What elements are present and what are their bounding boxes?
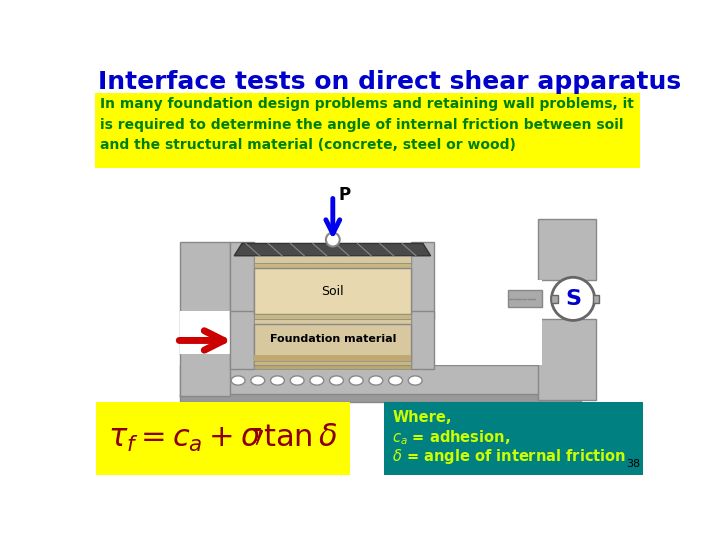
FancyBboxPatch shape bbox=[593, 295, 599, 303]
Ellipse shape bbox=[330, 376, 343, 385]
Text: Where,: Where, bbox=[392, 410, 451, 425]
FancyBboxPatch shape bbox=[253, 323, 411, 366]
Text: S: S bbox=[565, 289, 581, 309]
FancyBboxPatch shape bbox=[539, 319, 596, 400]
FancyBboxPatch shape bbox=[180, 394, 581, 402]
FancyBboxPatch shape bbox=[253, 256, 411, 264]
Ellipse shape bbox=[389, 376, 402, 385]
Text: Interface tests on direct shear apparatus: Interface tests on direct shear apparatu… bbox=[98, 70, 681, 94]
FancyBboxPatch shape bbox=[253, 314, 411, 319]
FancyBboxPatch shape bbox=[253, 268, 411, 314]
Ellipse shape bbox=[290, 376, 304, 385]
FancyBboxPatch shape bbox=[180, 311, 230, 354]
FancyBboxPatch shape bbox=[253, 355, 411, 361]
FancyBboxPatch shape bbox=[230, 242, 253, 319]
Text: $c_a$ = adhesion,: $c_a$ = adhesion, bbox=[392, 428, 510, 447]
FancyBboxPatch shape bbox=[180, 365, 581, 397]
Circle shape bbox=[326, 233, 340, 247]
Ellipse shape bbox=[369, 376, 383, 385]
FancyBboxPatch shape bbox=[253, 264, 411, 268]
FancyBboxPatch shape bbox=[415, 280, 542, 365]
FancyBboxPatch shape bbox=[411, 242, 434, 319]
Polygon shape bbox=[234, 244, 431, 256]
FancyBboxPatch shape bbox=[552, 295, 558, 303]
Circle shape bbox=[552, 278, 595, 320]
Text: In many foundation design problems and retaining wall problems, it
is required t: In many foundation design problems and r… bbox=[99, 97, 634, 152]
Ellipse shape bbox=[349, 376, 363, 385]
Ellipse shape bbox=[310, 376, 324, 385]
Ellipse shape bbox=[408, 376, 422, 385]
FancyBboxPatch shape bbox=[539, 219, 596, 280]
Text: P: P bbox=[338, 186, 351, 205]
FancyBboxPatch shape bbox=[253, 361, 411, 365]
FancyBboxPatch shape bbox=[384, 402, 643, 475]
Text: 38: 38 bbox=[626, 459, 640, 469]
FancyBboxPatch shape bbox=[253, 319, 411, 323]
FancyBboxPatch shape bbox=[95, 92, 640, 168]
FancyBboxPatch shape bbox=[96, 402, 350, 475]
Text: Soil: Soil bbox=[322, 285, 344, 298]
Ellipse shape bbox=[271, 376, 284, 385]
Text: Foundation material: Foundation material bbox=[269, 334, 396, 344]
Text: $\tau_f = c_a + \sigma\!\prime\tan\delta$: $\tau_f = c_a + \sigma\!\prime\tan\delta… bbox=[108, 422, 338, 454]
Ellipse shape bbox=[251, 376, 265, 385]
FancyBboxPatch shape bbox=[180, 242, 230, 396]
FancyBboxPatch shape bbox=[230, 311, 253, 369]
FancyBboxPatch shape bbox=[253, 365, 411, 369]
FancyBboxPatch shape bbox=[508, 291, 542, 307]
FancyBboxPatch shape bbox=[411, 311, 434, 369]
Ellipse shape bbox=[231, 376, 245, 385]
Text: $\delta$ = angle of internal friction: $\delta$ = angle of internal friction bbox=[392, 447, 626, 465]
